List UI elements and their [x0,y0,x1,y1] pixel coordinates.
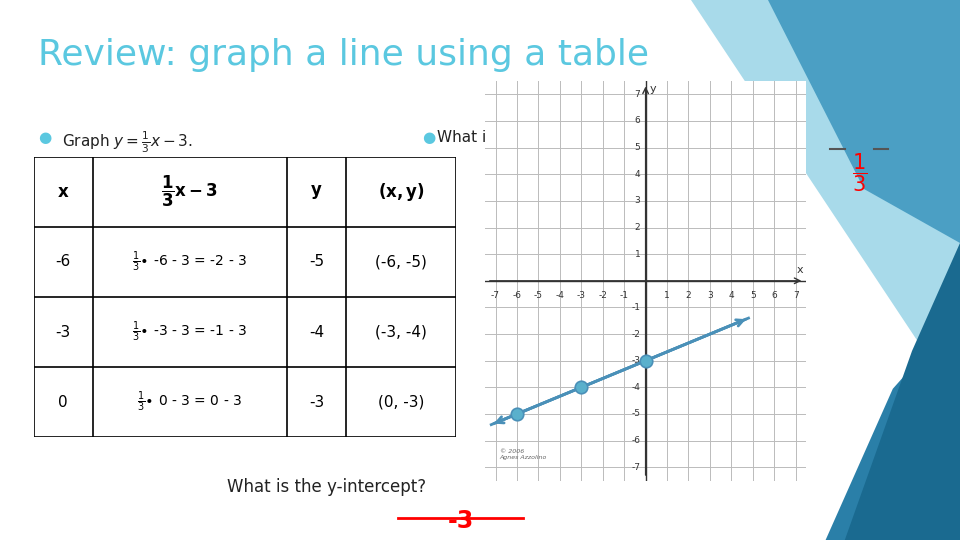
Text: -5: -5 [534,292,543,300]
Text: $\frac{1}{3}$$\bullet$ 0 - 3 = 0 - 3: $\frac{1}{3}$$\bullet$ 0 - 3 = 0 - 3 [137,390,243,415]
Text: 6: 6 [635,117,640,125]
Text: $\mathbf{y}$: $\mathbf{y}$ [310,183,323,201]
Text: 6: 6 [772,292,777,300]
Text: $\mathbf{x}$: $\mathbf{x}$ [57,183,69,201]
Text: (-3, -4): (-3, -4) [375,325,427,340]
Polygon shape [672,0,960,216]
Text: (0, -3): (0, -3) [378,395,424,410]
Text: -3: -3 [309,395,324,410]
Text: -2: -2 [598,292,607,300]
Text: -6: -6 [513,292,521,300]
Text: ●: ● [422,130,436,145]
Text: 0: 0 [59,395,68,410]
Text: -4: -4 [632,383,640,392]
Text: -5: -5 [632,409,640,418]
Text: x: x [797,265,804,275]
Text: $\mathbf{(x,y)}$: $\mathbf{(x,y)}$ [377,181,424,202]
Text: What is the y-intercept?: What is the y-intercept? [227,478,426,496]
Text: $\dfrac{1}{3}$: $\dfrac{1}{3}$ [852,151,867,194]
Text: 2: 2 [635,223,640,232]
Polygon shape [730,443,960,540]
Text: (-6, -5): (-6, -5) [375,254,427,269]
Text: 1: 1 [635,249,640,259]
Polygon shape [826,313,960,540]
Text: -7: -7 [632,463,640,472]
Text: -4: -4 [309,325,324,340]
Text: 7: 7 [635,90,640,99]
Text: -3: -3 [577,292,586,300]
Text: -6: -6 [632,436,640,445]
Text: 2: 2 [685,292,691,300]
Text: -6: -6 [56,254,71,269]
Text: Review: graph a line using a table: Review: graph a line using a table [38,38,649,72]
Text: -3: -3 [447,509,474,532]
Text: y: y [650,84,656,94]
Polygon shape [691,0,960,405]
Text: -3: -3 [632,356,640,365]
Text: 3: 3 [635,197,640,205]
Text: 4: 4 [729,292,734,300]
Text: 4: 4 [635,170,640,179]
Text: What is the slope of the line graphed?: What is the slope of the line graphed? [437,130,729,145]
Text: 1: 1 [664,292,670,300]
Text: -1: -1 [619,292,629,300]
Text: 3: 3 [708,292,712,300]
Polygon shape [768,0,960,243]
Text: -5: -5 [309,254,324,269]
Text: 5: 5 [635,143,640,152]
Text: © 2006
Agnes Azzolino: © 2006 Agnes Azzolino [500,449,547,460]
Text: -2: -2 [632,329,640,339]
Text: $\frac{1}{3}$$\bullet$ -6 - 3 = -2 - 3: $\frac{1}{3}$$\bullet$ -6 - 3 = -2 - 3 [132,249,248,274]
Text: 5: 5 [750,292,756,300]
Text: -1: -1 [632,303,640,312]
Text: -7: -7 [491,292,500,300]
Text: $\frac{1}{3}$$\bullet$ -3 - 3 = -1 - 3: $\frac{1}{3}$$\bullet$ -3 - 3 = -1 - 3 [132,320,248,345]
Text: 7: 7 [793,292,799,300]
Text: -3: -3 [56,325,71,340]
Text: -4: -4 [556,292,564,300]
Text: $\mathbf{\dfrac{1}{3}x - 3}$: $\mathbf{\dfrac{1}{3}x - 3}$ [161,174,219,210]
Text: ●: ● [38,130,52,145]
Polygon shape [845,243,960,540]
Text: Graph $y = \frac{1}{3}x - 3$.: Graph $y = \frac{1}{3}x - 3$. [62,130,193,155]
